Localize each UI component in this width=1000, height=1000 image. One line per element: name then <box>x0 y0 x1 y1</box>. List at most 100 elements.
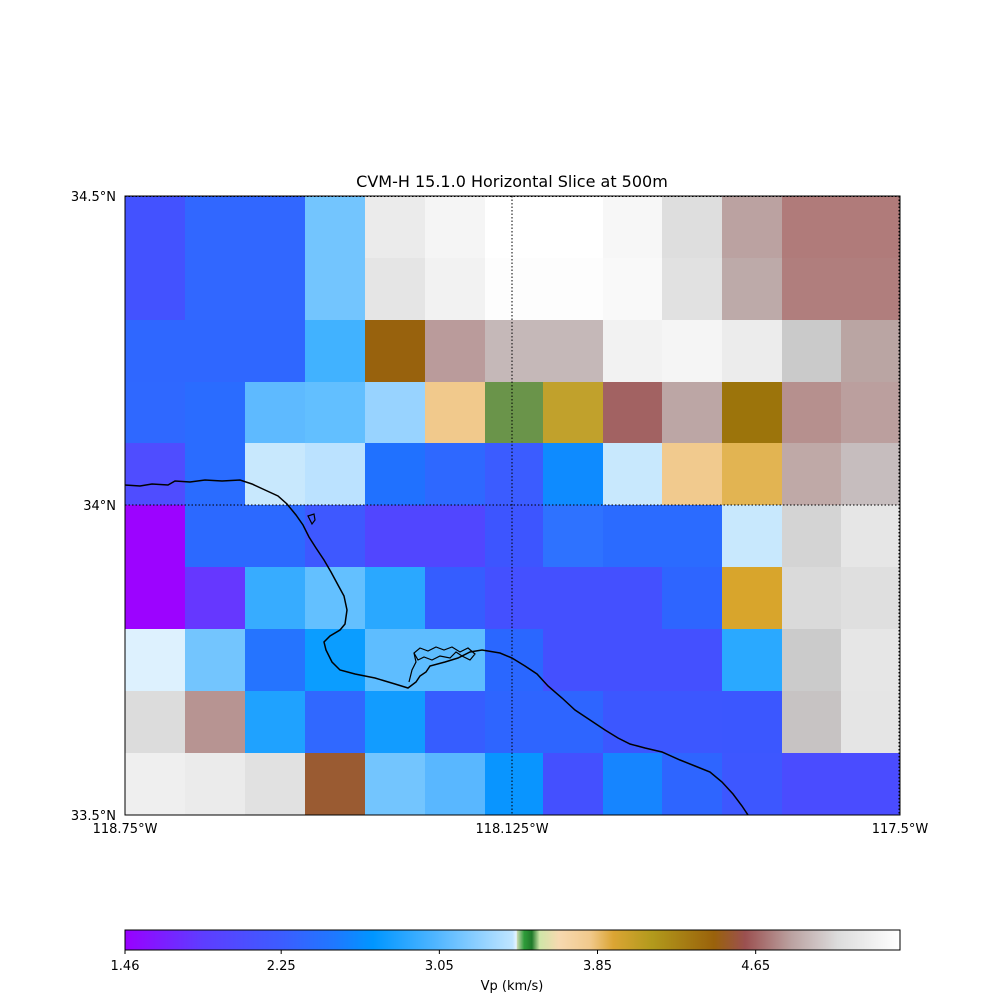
grid-cell <box>245 320 306 383</box>
grid-cell <box>722 258 783 321</box>
grid-cell <box>185 629 246 692</box>
grid-cell <box>543 382 604 444</box>
grid-cell <box>185 691 246 754</box>
grid-cell <box>125 258 186 321</box>
grid-cell <box>185 258 246 321</box>
grid-cell <box>485 320 544 383</box>
grid-cell <box>245 629 306 692</box>
grid-cell <box>365 382 426 444</box>
grid-cell <box>125 753 186 816</box>
grid-cell <box>662 753 723 816</box>
grid-cell <box>841 382 901 444</box>
grid-cell <box>125 691 186 754</box>
map-title: CVM-H 15.1.0 Horizontal Slice at 500m <box>356 172 668 191</box>
grid-cell <box>185 196 246 259</box>
grid-cell <box>245 196 306 259</box>
grid-cell <box>365 196 426 259</box>
grid-cell <box>841 567 901 630</box>
grid-cell <box>365 691 426 754</box>
grid-cell <box>782 567 842 630</box>
coastline-group <box>125 479 749 815</box>
colorbar-tick-label: 2.25 <box>267 959 296 974</box>
lon-label-right: 117.5°W <box>872 822 929 837</box>
grid-cell <box>125 320 186 383</box>
grid-cell <box>722 320 783 383</box>
grid-cell <box>485 505 544 568</box>
grid-cell <box>841 629 901 692</box>
grid-cell <box>305 382 366 444</box>
colorbar <box>124 929 901 951</box>
grid-cell <box>185 382 246 444</box>
grid-cell <box>305 320 366 383</box>
grid-cell <box>841 320 901 383</box>
grid-cell <box>485 196 544 259</box>
colorbar-tick-label: 1.46 <box>111 959 140 974</box>
grid-cell <box>425 258 486 321</box>
grid-cell <box>245 567 306 630</box>
grid-cell <box>782 691 842 754</box>
colorbar-tick-label: 4.65 <box>741 959 770 974</box>
grid-cell <box>662 382 723 444</box>
grid-cell <box>603 382 663 444</box>
grid-cell <box>662 258 723 321</box>
grid-cell <box>425 320 486 383</box>
grid-cell <box>485 567 544 630</box>
velocity-grid <box>125 196 901 816</box>
grid-cell <box>245 443 306 506</box>
grid-cell <box>543 196 604 259</box>
grid-cell <box>841 691 901 754</box>
grid-cell <box>662 443 723 506</box>
colorbar-tick-label: 3.05 <box>425 959 454 974</box>
grid-cell <box>245 691 306 754</box>
grid-cell <box>185 320 246 383</box>
lat-label-top: 34.5°N <box>71 190 116 205</box>
grid-cell <box>722 567 783 630</box>
grid-cell <box>305 691 366 754</box>
colorbar-tick-label: 3.85 <box>583 959 612 974</box>
grid-cell <box>662 629 723 692</box>
grid-cell <box>425 691 486 754</box>
grid-cell <box>543 753 604 816</box>
grid-cell <box>543 567 604 630</box>
grid-cell <box>365 567 426 630</box>
grid-cell <box>365 753 426 816</box>
harbor-outline <box>413 646 476 661</box>
grid-cell <box>185 443 246 506</box>
grid-cell <box>841 505 901 568</box>
breakwater <box>408 652 417 683</box>
grid-cell <box>543 258 604 321</box>
grid-cell <box>662 691 723 754</box>
grid-cell <box>305 505 366 568</box>
grid-cell <box>425 196 486 259</box>
grid-cell <box>485 258 544 321</box>
grid-cell <box>603 505 663 568</box>
grid-cell <box>245 753 306 816</box>
grid-cell <box>722 382 783 444</box>
grid-cell <box>305 753 366 816</box>
grid-cell <box>185 753 246 816</box>
grid-cell <box>782 382 842 444</box>
grid-cell <box>425 629 486 692</box>
grid-cell <box>543 505 604 568</box>
grid-cell <box>365 258 426 321</box>
grid-cell <box>185 567 246 630</box>
grid-cell <box>662 505 723 568</box>
grid-cell <box>841 196 901 259</box>
coastline <box>125 479 749 815</box>
colorbar-label: Vp (km/s) <box>481 979 544 994</box>
grid-cell <box>543 443 604 506</box>
grid-cell <box>603 567 663 630</box>
grid-cell <box>603 691 663 754</box>
grid-cell <box>841 258 901 321</box>
grid-cell <box>485 382 544 444</box>
grid-cell <box>245 382 306 444</box>
grid-cell <box>782 443 842 506</box>
lon-label-middle: 118.125°W <box>475 822 548 837</box>
grid-cell <box>365 443 426 506</box>
lat-label-bottom: 33.5°N <box>71 809 116 824</box>
grid-cell <box>305 258 366 321</box>
grid-cell <box>722 443 783 506</box>
grid-cell <box>543 320 604 383</box>
grid-cell <box>365 505 426 568</box>
